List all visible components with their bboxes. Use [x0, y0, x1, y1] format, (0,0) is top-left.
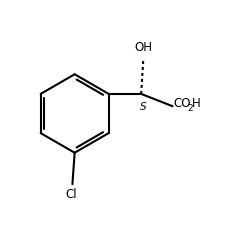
- Text: Cl: Cl: [65, 188, 77, 201]
- Text: OH: OH: [134, 41, 152, 54]
- Text: 2: 2: [188, 104, 193, 113]
- Text: CO: CO: [174, 97, 191, 111]
- Text: S: S: [140, 102, 147, 112]
- Text: H: H: [192, 97, 200, 111]
